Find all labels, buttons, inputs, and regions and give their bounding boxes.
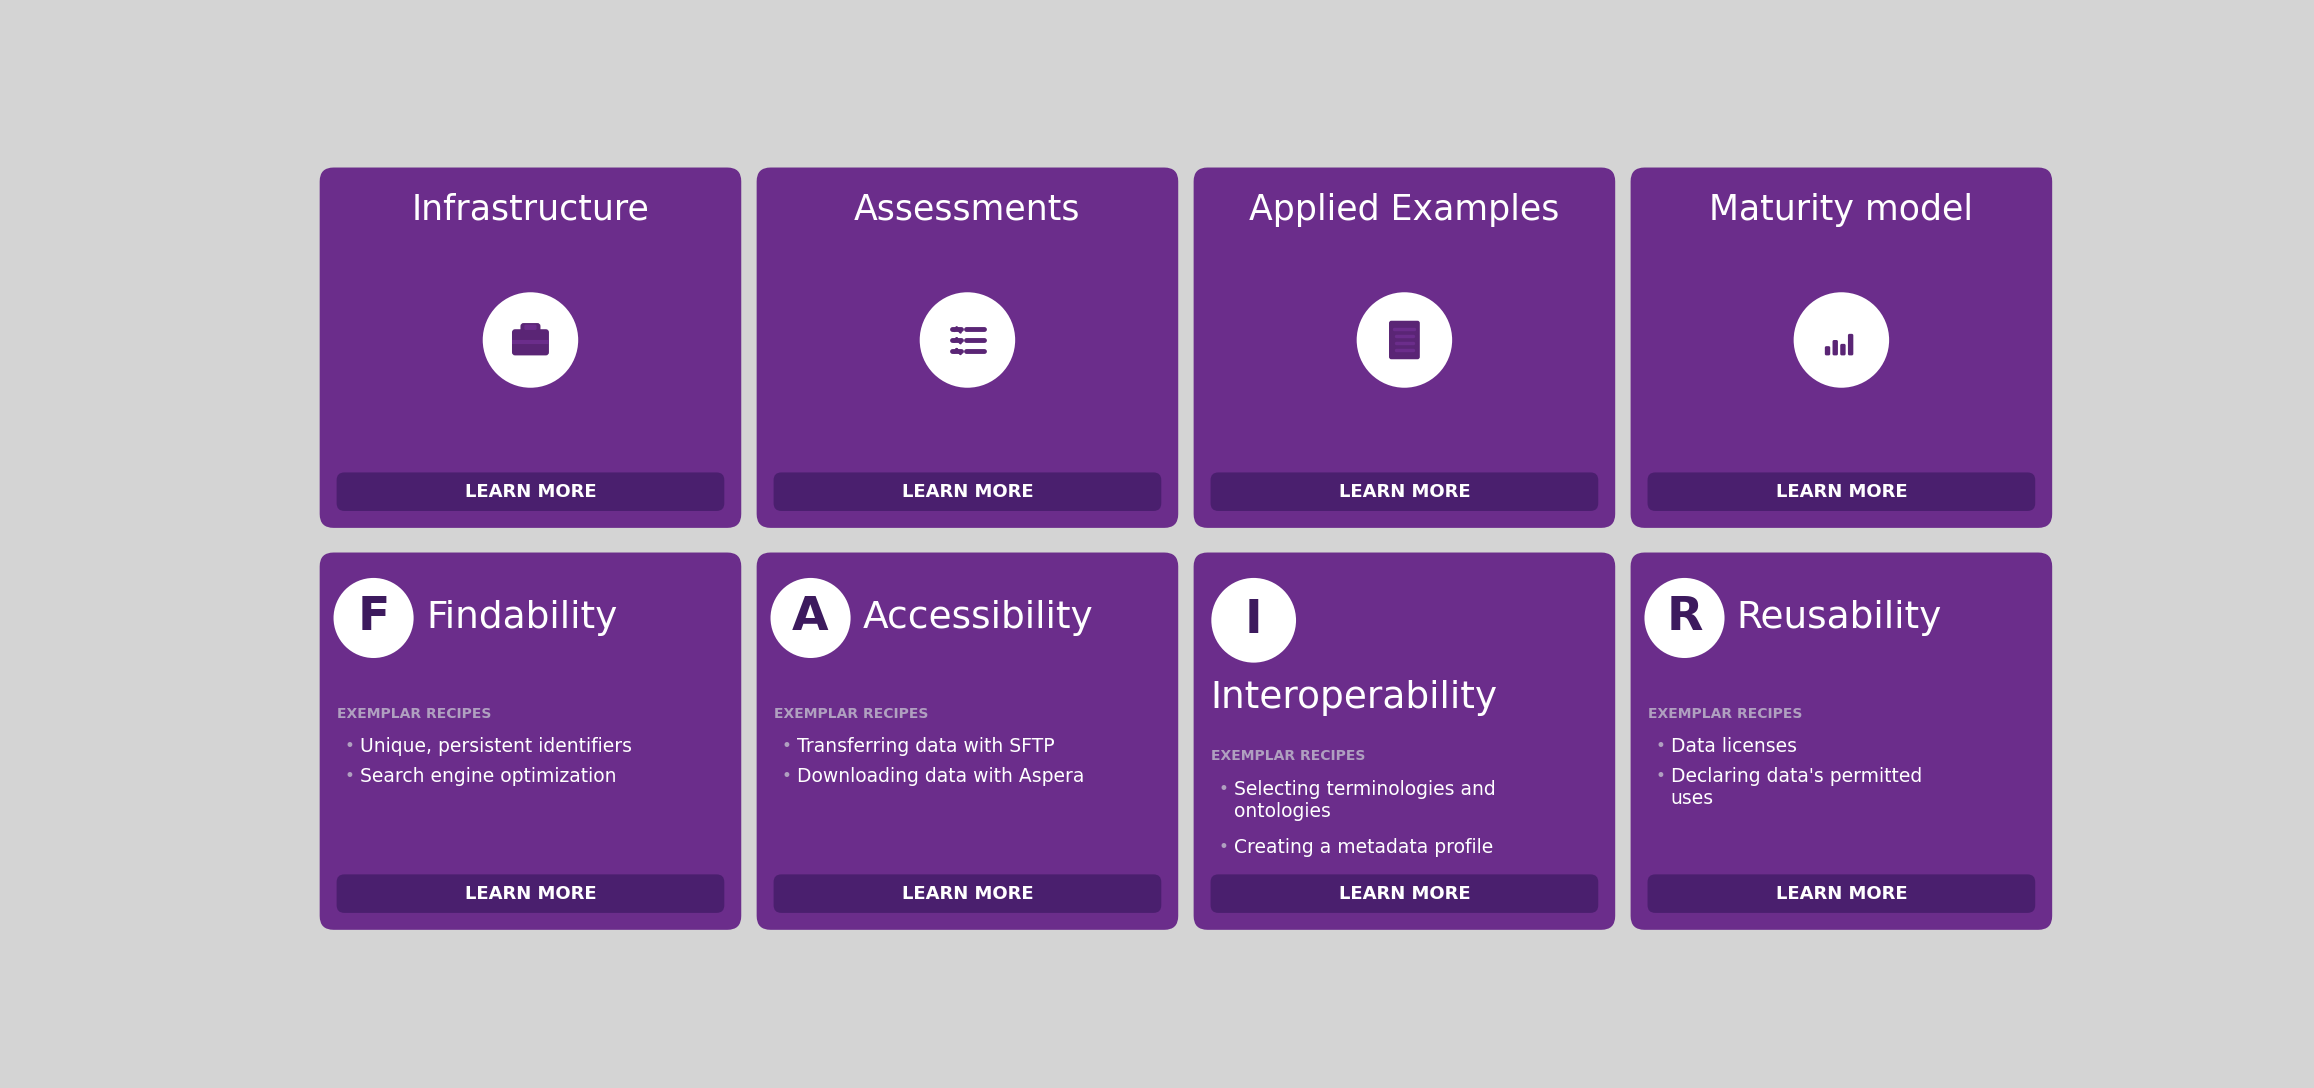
Text: Selecting terminologies and
ontologies: Selecting terminologies and ontologies bbox=[1233, 780, 1495, 820]
Text: •: • bbox=[1655, 738, 1666, 755]
Text: A: A bbox=[791, 595, 828, 641]
Text: •: • bbox=[1217, 838, 1229, 856]
FancyBboxPatch shape bbox=[1631, 553, 2053, 930]
Text: Declaring data's permitted
uses: Declaring data's permitted uses bbox=[1671, 767, 1923, 807]
Text: LEARN MORE: LEARN MORE bbox=[465, 483, 597, 500]
FancyBboxPatch shape bbox=[1648, 875, 2036, 913]
Text: LEARN MORE: LEARN MORE bbox=[902, 885, 1034, 903]
FancyBboxPatch shape bbox=[1849, 334, 1854, 356]
Text: Applied Examples: Applied Examples bbox=[1250, 193, 1560, 227]
Text: LEARN MORE: LEARN MORE bbox=[1775, 483, 1907, 500]
Text: LEARN MORE: LEARN MORE bbox=[1775, 885, 1907, 903]
Text: Findability: Findability bbox=[426, 599, 618, 636]
Text: LEARN MORE: LEARN MORE bbox=[1337, 885, 1469, 903]
FancyBboxPatch shape bbox=[1388, 321, 1421, 359]
FancyBboxPatch shape bbox=[336, 472, 724, 511]
Text: •: • bbox=[345, 767, 354, 784]
Text: Downloading data with Aspera: Downloading data with Aspera bbox=[796, 767, 1083, 786]
FancyBboxPatch shape bbox=[511, 330, 548, 356]
Text: EXEMPLAR RECIPES: EXEMPLAR RECIPES bbox=[336, 706, 491, 720]
Text: Maturity model: Maturity model bbox=[1710, 193, 1974, 227]
Text: Assessments: Assessments bbox=[854, 193, 1081, 227]
FancyBboxPatch shape bbox=[773, 472, 1162, 511]
FancyBboxPatch shape bbox=[1210, 875, 1599, 913]
Text: I: I bbox=[1245, 597, 1263, 643]
Text: Data licenses: Data licenses bbox=[1671, 738, 1796, 756]
Text: •: • bbox=[782, 767, 791, 784]
FancyBboxPatch shape bbox=[1194, 553, 1615, 930]
FancyBboxPatch shape bbox=[1194, 168, 1615, 528]
Text: EXEMPLAR RECIPES: EXEMPLAR RECIPES bbox=[1648, 706, 1803, 720]
Text: EXEMPLAR RECIPES: EXEMPLAR RECIPES bbox=[773, 706, 928, 720]
FancyBboxPatch shape bbox=[1210, 472, 1599, 511]
Text: Interoperability: Interoperability bbox=[1210, 680, 1497, 716]
FancyBboxPatch shape bbox=[319, 553, 740, 930]
Text: LEARN MORE: LEARN MORE bbox=[1337, 483, 1469, 500]
FancyBboxPatch shape bbox=[1631, 168, 2053, 528]
Circle shape bbox=[484, 293, 578, 387]
Circle shape bbox=[1645, 578, 1724, 658]
Text: Unique, persistent identifiers: Unique, persistent identifiers bbox=[359, 738, 632, 756]
FancyBboxPatch shape bbox=[336, 875, 724, 913]
Text: EXEMPLAR RECIPES: EXEMPLAR RECIPES bbox=[1210, 749, 1365, 763]
FancyBboxPatch shape bbox=[1840, 344, 1847, 356]
FancyBboxPatch shape bbox=[319, 168, 740, 528]
Text: Creating a metadata profile: Creating a metadata profile bbox=[1233, 838, 1493, 857]
Text: •: • bbox=[782, 738, 791, 755]
Circle shape bbox=[1356, 293, 1453, 387]
Text: Transferring data with SFTP: Transferring data with SFTP bbox=[796, 738, 1055, 756]
Text: F: F bbox=[356, 595, 389, 641]
FancyBboxPatch shape bbox=[521, 323, 541, 332]
Circle shape bbox=[333, 578, 414, 658]
FancyBboxPatch shape bbox=[1826, 346, 1830, 356]
Text: •: • bbox=[1217, 780, 1229, 798]
Text: Reusability: Reusability bbox=[1738, 599, 1941, 636]
Text: LEARN MORE: LEARN MORE bbox=[465, 885, 597, 903]
Circle shape bbox=[919, 293, 1016, 387]
Text: Infrastructure: Infrastructure bbox=[412, 193, 650, 227]
FancyBboxPatch shape bbox=[773, 875, 1162, 913]
Text: Accessibility: Accessibility bbox=[863, 599, 1095, 636]
FancyBboxPatch shape bbox=[757, 553, 1178, 930]
Text: •: • bbox=[345, 738, 354, 755]
Text: Search engine optimization: Search engine optimization bbox=[359, 767, 616, 786]
Circle shape bbox=[771, 578, 852, 658]
Text: R: R bbox=[1666, 595, 1703, 641]
Circle shape bbox=[1793, 293, 1888, 387]
FancyBboxPatch shape bbox=[757, 168, 1178, 528]
FancyBboxPatch shape bbox=[525, 324, 537, 330]
FancyBboxPatch shape bbox=[1648, 472, 2036, 511]
FancyBboxPatch shape bbox=[1833, 339, 1837, 356]
Text: LEARN MORE: LEARN MORE bbox=[902, 483, 1034, 500]
Circle shape bbox=[1210, 578, 1296, 663]
Text: •: • bbox=[1655, 767, 1666, 784]
